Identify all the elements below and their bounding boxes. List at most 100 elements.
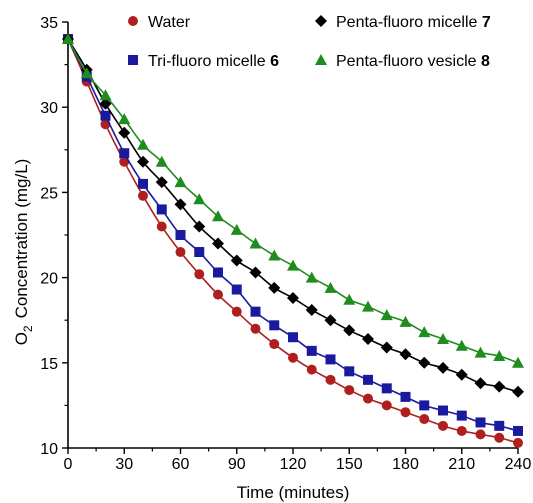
series-line-tri-fluoro-micelle xyxy=(67,38,519,432)
data-point-water xyxy=(456,425,467,436)
data-point-tri-fluoro-micelle xyxy=(456,410,467,421)
data-point-penta-fluoro-vesicle xyxy=(137,138,149,150)
data-point-water xyxy=(288,352,298,363)
data-point-penta-fluoro-micelle xyxy=(155,176,168,189)
data-point-tri-fluoro-micelle xyxy=(100,110,111,121)
data-point-water xyxy=(306,364,317,375)
series-layer xyxy=(62,33,524,448)
legend-label-water: Water xyxy=(148,14,191,31)
data-point-water xyxy=(475,429,486,440)
data-point-penta-fluoro-micelle xyxy=(137,155,149,168)
data-point-water xyxy=(494,432,505,443)
data-point-water xyxy=(250,323,261,334)
data-point-penta-fluoro-micelle xyxy=(268,281,281,294)
data-point-penta-fluoro-micelle xyxy=(305,303,318,316)
data-point-penta-fluoro-vesicle xyxy=(399,315,412,327)
x-tick-label: 210 xyxy=(448,456,475,473)
legend-label-penta-fluoro-vesicle: Penta-fluoro vesicle 8 xyxy=(336,53,490,70)
axes: 0 30 60 90 120 150 180 210 240 10 15 20 25 30 35 xyxy=(40,15,531,473)
y-tick-label: 35 xyxy=(40,15,58,32)
data-point-penta-fluoro-micelle xyxy=(362,332,374,345)
data-point-tri-fluoro-micelle xyxy=(363,374,373,385)
data-point-tri-fluoro-micelle xyxy=(156,204,167,215)
data-point-tri-fluoro-micelle xyxy=(494,420,505,431)
data-point-penta-fluoro-vesicle xyxy=(80,67,93,79)
x-tick-label: 180 xyxy=(392,456,419,473)
data-point-water xyxy=(363,393,373,404)
y-axis-title-text: Concentration (mg/L) xyxy=(12,159,31,319)
y-axis-title: O2 Concentration (mg/L) xyxy=(12,159,35,346)
data-point-penta-fluoro-micelle xyxy=(174,198,187,211)
data-point-penta-fluoro-vesicle xyxy=(380,309,393,321)
data-point-tri-fluoro-micelle xyxy=(344,366,355,377)
legend-marker-penta-fluoro-micelle xyxy=(315,15,327,27)
data-point-tri-fluoro-micelle xyxy=(419,400,430,411)
data-point-tri-fluoro-micelle xyxy=(438,405,448,416)
data-point-penta-fluoro-vesicle xyxy=(455,339,468,351)
data-point-penta-fluoro-vesicle xyxy=(230,223,243,235)
data-point-penta-fluoro-vesicle xyxy=(249,237,262,249)
y-tick-label: 15 xyxy=(40,356,58,373)
data-point-tri-fluoro-micelle xyxy=(138,178,148,189)
data-point-penta-fluoro-micelle xyxy=(324,314,337,327)
data-point-penta-fluoro-vesicle xyxy=(362,300,374,312)
legend-item-tri-fluoro-micelle: Tri-fluoro micelle 6 xyxy=(128,53,279,70)
data-point-water xyxy=(419,414,430,425)
data-point-penta-fluoro-micelle xyxy=(399,348,412,361)
data-point-penta-fluoro-vesicle xyxy=(287,259,299,271)
series-tri-fluoro-micelle xyxy=(63,34,523,436)
data-point-water xyxy=(194,269,205,280)
legend-label-name: Penta-fluoro vesicle xyxy=(336,53,481,70)
series-line-penta-fluoro-vesicle xyxy=(67,38,519,364)
data-point-penta-fluoro-vesicle xyxy=(193,193,206,205)
data-point-penta-fluoro-micelle xyxy=(512,385,524,398)
data-point-penta-fluoro-micelle xyxy=(343,324,356,337)
data-point-penta-fluoro-vesicle xyxy=(268,249,281,261)
data-point-water xyxy=(438,420,448,431)
legend-marker-penta-fluoro-vesicle xyxy=(315,54,327,65)
data-point-penta-fluoro-vesicle xyxy=(62,33,74,45)
legend-label-number: 8 xyxy=(481,53,490,70)
data-point-tri-fluoro-micelle xyxy=(288,332,298,343)
x-tick-label: 30 xyxy=(115,456,133,473)
data-point-penta-fluoro-micelle xyxy=(249,266,262,279)
y-axis-title-species: O xyxy=(12,332,31,345)
legend-label-name: Tri-fluoro micelle xyxy=(148,53,270,70)
series-water xyxy=(63,34,523,448)
data-point-tri-fluoro-micelle xyxy=(306,345,317,356)
y-axis-title-subscript: 2 xyxy=(21,325,35,332)
data-point-tri-fluoro-micelle xyxy=(119,148,130,159)
x-tick-label: 150 xyxy=(336,456,363,473)
data-point-penta-fluoro-micelle xyxy=(212,237,224,250)
x-axis-title: Time (minutes) xyxy=(237,483,350,502)
data-point-penta-fluoro-vesicle xyxy=(512,356,524,368)
legend-label-name: Penta-fluoro micelle xyxy=(336,14,482,31)
data-point-penta-fluoro-vesicle xyxy=(324,281,337,293)
data-point-penta-fluoro-vesicle xyxy=(474,346,487,358)
series-penta-fluoro-micelle xyxy=(62,33,524,398)
data-point-water xyxy=(231,306,242,317)
data-point-penta-fluoro-vesicle xyxy=(174,176,187,188)
data-point-tri-fluoro-micelle xyxy=(381,383,392,394)
data-point-water xyxy=(156,221,167,232)
data-point-tri-fluoro-micelle xyxy=(513,425,523,436)
data-point-penta-fluoro-vesicle xyxy=(305,271,318,283)
data-point-tri-fluoro-micelle xyxy=(194,247,205,258)
data-point-penta-fluoro-micelle xyxy=(455,368,468,381)
data-point-penta-fluoro-vesicle xyxy=(118,113,131,125)
data-point-penta-fluoro-vesicle xyxy=(212,210,224,222)
series-line-water xyxy=(67,38,519,444)
x-tick-label: 240 xyxy=(505,456,532,473)
data-point-tri-fluoro-micelle xyxy=(213,267,223,278)
data-point-penta-fluoro-micelle xyxy=(437,361,449,374)
data-point-tri-fluoro-micelle xyxy=(231,284,242,295)
legend-item-water: Water xyxy=(128,14,191,31)
data-point-water xyxy=(381,400,392,411)
data-point-penta-fluoro-vesicle xyxy=(155,155,168,167)
legend: Water Tri-fluoro micelle 6 Penta-fluoro mi… xyxy=(128,14,491,70)
legend-item-penta-fluoro-micelle: Penta-fluoro micelle 7 xyxy=(315,14,491,31)
x-tick-label: 60 xyxy=(172,456,190,473)
data-point-penta-fluoro-vesicle xyxy=(418,326,431,338)
data-point-tri-fluoro-micelle xyxy=(175,230,186,240)
